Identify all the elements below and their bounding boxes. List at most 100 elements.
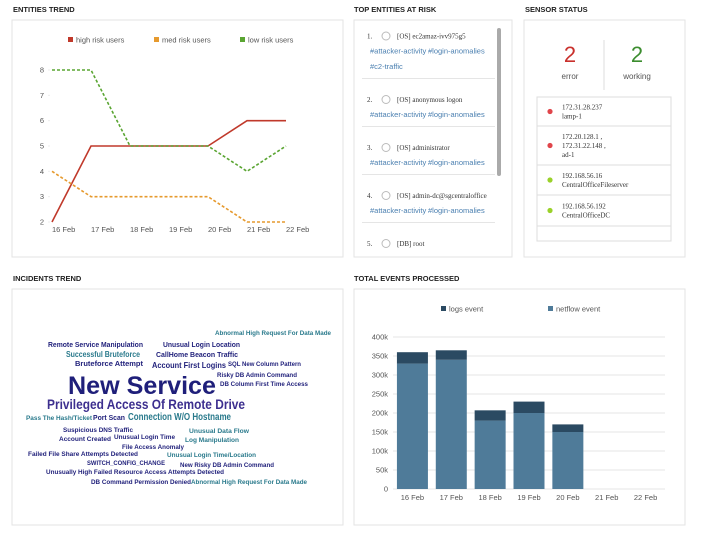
word[interactable]: New Service bbox=[68, 372, 216, 400]
word[interactable]: SWITCH_CONFIG_CHANGE bbox=[87, 460, 166, 467]
entity-tag[interactable]: #attacker-activity bbox=[370, 158, 427, 167]
entity-tag[interactable]: #attacker-activity bbox=[370, 47, 427, 56]
y-tick-label: 6 bbox=[40, 116, 44, 125]
bar-segment bbox=[474, 410, 506, 421]
word[interactable]: Successful Bruteforce bbox=[66, 350, 140, 359]
word[interactable]: Risky DB Admin Command bbox=[217, 372, 297, 379]
entity-tag[interactable]: #c2-traffic bbox=[370, 62, 403, 71]
word[interactable]: Pass The Hash/Ticket bbox=[26, 415, 93, 422]
word[interactable]: Account Created bbox=[59, 436, 111, 443]
entity-name[interactable]: [DB] root bbox=[397, 240, 424, 248]
y-tick-label: 8 bbox=[40, 66, 44, 75]
y-tick-label: 4 bbox=[40, 167, 44, 176]
word[interactable]: Unusual Login Time/Location bbox=[167, 452, 256, 459]
panel-title: TOP ENTITIES AT RISK bbox=[354, 5, 437, 14]
word[interactable]: Account First Logins bbox=[152, 360, 226, 370]
bar-segment bbox=[435, 350, 467, 360]
entity-tag[interactable]: #login-anomalies bbox=[428, 47, 485, 56]
error-count: 2 bbox=[564, 42, 576, 67]
sensor-text: 192.168.56.192 bbox=[562, 202, 606, 210]
panel bbox=[11, 288, 344, 526]
series-line bbox=[51, 170, 286, 223]
sensor-text: 172.31.22.148 , bbox=[562, 142, 606, 150]
bar-segment bbox=[513, 401, 545, 413]
x-tick-label: 16 Feb bbox=[52, 225, 75, 234]
panel-title: ENTITIES TREND bbox=[13, 5, 75, 14]
entity-name[interactable]: [OS] admin-dc@sgcentraloffice bbox=[397, 192, 487, 200]
x-tick-label: 19 Feb bbox=[169, 225, 192, 234]
word[interactable]: CallHome Beacon Traffic bbox=[156, 352, 238, 359]
y-tick-label: 5 bbox=[40, 142, 44, 151]
entity-tag[interactable]: #attacker-activity bbox=[370, 110, 427, 119]
word[interactable]: Unusually High Failed Resource Access At… bbox=[46, 469, 224, 476]
entity-tag[interactable]: #login-anomalies bbox=[428, 206, 485, 215]
sensor-text: 192.168.56.16 bbox=[562, 172, 603, 180]
sensor-text: lamp-1 bbox=[562, 112, 582, 120]
panel-title: TOTAL EVENTS PROCESSED bbox=[354, 274, 460, 283]
x-tick-label: 19 Feb bbox=[517, 493, 540, 502]
y-tick-label: 100k bbox=[372, 447, 389, 456]
entity-name[interactable]: [OS] ec2amaz-ivv975g5 bbox=[397, 33, 466, 41]
word[interactable]: Port Scan bbox=[93, 415, 125, 422]
entity-name[interactable]: [OS] anonymous logon bbox=[397, 96, 463, 104]
word[interactable]: Unusual Login Time bbox=[114, 434, 175, 441]
bar-segment bbox=[552, 424, 584, 432]
entity-rank: 4. bbox=[367, 192, 373, 200]
word[interactable]: Unusual Data Flow bbox=[189, 428, 250, 435]
x-tick-label: 22 Feb bbox=[634, 493, 657, 502]
legend-swatch bbox=[441, 306, 446, 311]
x-tick-label: 22 Feb bbox=[286, 225, 309, 234]
word[interactable]: File Access Anomaly bbox=[122, 444, 184, 451]
word[interactable]: Connection W/O Hostname bbox=[128, 412, 231, 423]
entity-name[interactable]: [OS] administrator bbox=[397, 144, 450, 152]
status-dot bbox=[547, 142, 553, 149]
y-tick-label: 50k bbox=[376, 466, 388, 475]
legend-label: high risk users bbox=[76, 36, 125, 45]
panel-title: SENSOR STATUS bbox=[525, 5, 588, 14]
y-tick-label: 300k bbox=[372, 371, 389, 380]
sensor-text: CentralOfficeFileserver bbox=[562, 181, 629, 189]
x-tick-label: 20 Feb bbox=[208, 225, 231, 234]
entity-rank: 2. bbox=[367, 96, 373, 104]
word[interactable]: Log Manipulation bbox=[185, 437, 239, 444]
panel bbox=[353, 19, 513, 258]
y-tick-label: 150k bbox=[372, 428, 389, 437]
word[interactable]: Abnormal High Request For Data Made bbox=[215, 330, 331, 337]
word[interactable]: SQL New Column Pattern bbox=[228, 361, 301, 368]
status-dot bbox=[547, 108, 553, 115]
word[interactable]: Remote Service Manipulation bbox=[48, 342, 143, 349]
word[interactable]: Privileged Access Of Remote Drive bbox=[47, 396, 245, 412]
scrollbar[interactable] bbox=[497, 28, 501, 176]
word[interactable]: DB Command Permission Denied bbox=[91, 479, 191, 486]
entity-tag[interactable]: #login-anomalies bbox=[428, 158, 485, 167]
word[interactable]: Failed File Share Attempts Detected bbox=[28, 451, 138, 458]
entity-icon bbox=[381, 95, 391, 104]
status-dot bbox=[547, 177, 553, 183]
sensor-text: CentralOfficeDC bbox=[562, 211, 610, 219]
y-tick-label: 3 bbox=[40, 192, 44, 201]
entity-rank: 3. bbox=[367, 144, 373, 152]
entity-icon bbox=[381, 31, 391, 41]
word[interactable]: Bruteforce Attempt bbox=[75, 361, 144, 368]
x-tick-label: 17 Feb bbox=[440, 493, 463, 502]
legend-label: netflow event bbox=[556, 305, 601, 314]
word[interactable]: DB Column First Time Access bbox=[220, 381, 308, 388]
entity-rank: 5. bbox=[367, 240, 373, 248]
legend-label: low risk users bbox=[248, 36, 294, 45]
status-dot bbox=[547, 207, 553, 214]
sensor-text: ad-1 bbox=[562, 151, 575, 159]
panel bbox=[11, 19, 344, 258]
x-tick-label: 18 Feb bbox=[130, 225, 153, 234]
x-tick-label: 21 Feb bbox=[247, 225, 270, 234]
bar-segment bbox=[474, 420, 506, 489]
sensor-text: 172.20.128.1 , bbox=[562, 133, 603, 141]
word[interactable]: Abnormal High Request For Data Made bbox=[191, 479, 307, 486]
word[interactable]: Suspicious DNS Traffic bbox=[63, 427, 133, 434]
entity-tag[interactable]: #attacker-activity bbox=[370, 206, 427, 215]
entity-tag[interactable]: #login-anomalies bbox=[428, 110, 485, 119]
word[interactable]: New Risky DB Admin Command bbox=[180, 462, 274, 469]
word[interactable]: Unusual Login Location bbox=[163, 342, 240, 349]
sensor-text: 172.31.28.237 bbox=[562, 103, 603, 111]
y-tick-label: 200k bbox=[372, 409, 389, 418]
legend-label: logs event bbox=[449, 305, 484, 314]
